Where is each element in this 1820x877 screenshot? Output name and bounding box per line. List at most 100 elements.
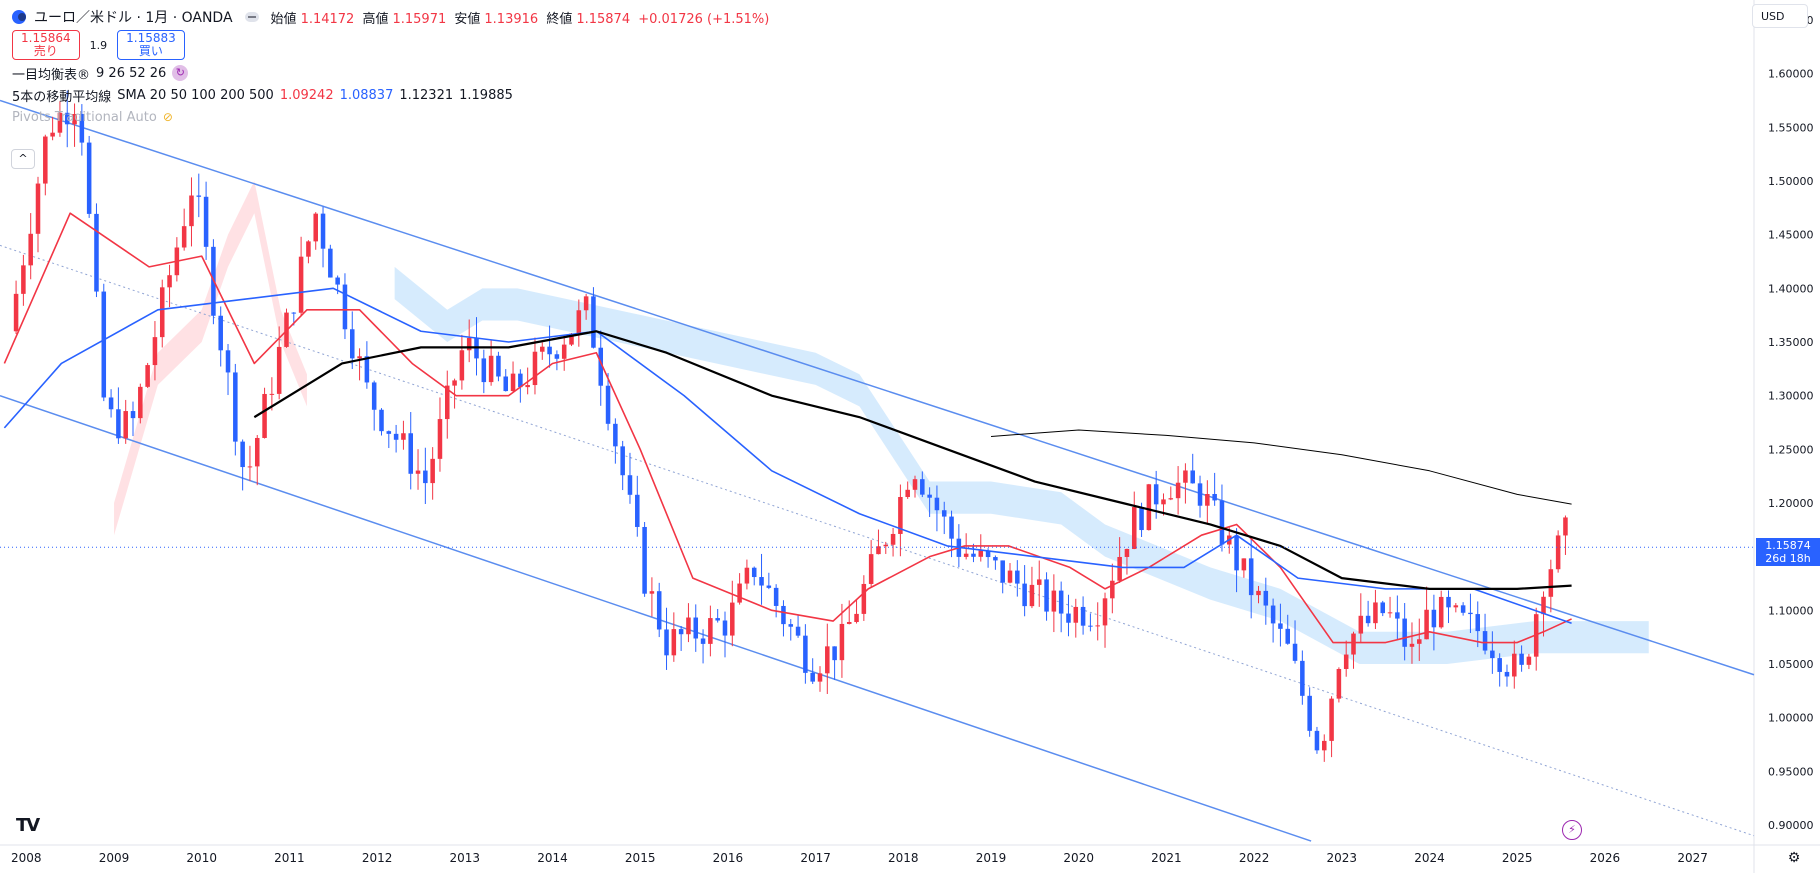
candle-body [123,411,128,439]
candle-body [993,557,998,561]
candle-body [1234,535,1239,571]
candle-body [1256,590,1261,596]
buy-button[interactable]: 1.15883 買い [117,30,185,60]
candle-body [1446,596,1451,608]
buy-price: 1.15883 [126,31,176,45]
candle-body [620,446,625,476]
sma20-line [3,212,1572,644]
candle-body [43,136,48,184]
candle-body [1088,625,1093,627]
candle-body [1548,569,1554,597]
candle-body [262,393,267,438]
candle-body [415,470,421,474]
x-tick-label: 2012 [362,851,393,865]
candle-body [569,333,574,345]
sma-label: 5本の移動平均線 [12,89,112,105]
tradingview-logo[interactable]: TV [16,815,40,836]
trade-row: 1.15864 売り 1.9 1.15883 買い [12,28,773,62]
candle-body [1329,698,1334,741]
candle-body [788,624,794,627]
symbol-title[interactable]: ユーロ／米ドル · 1月 · OANDA [34,10,233,26]
candle-body [1205,494,1210,506]
sma50-value: 1.08837 [339,87,394,103]
pivots-row[interactable]: Pivots Traditional Auto ⊘ [12,106,773,128]
currency-selector[interactable]: USD [1752,4,1808,28]
candle-body [35,183,41,234]
candle-body [379,409,384,432]
candle-body [1095,625,1100,627]
candle-body [561,344,567,359]
y-tick-label: 1.35000 [1768,336,1814,349]
candle-body [1029,584,1035,607]
candle-body [1197,483,1203,506]
sma200-value: 1.19885 [459,87,513,103]
flash-icon[interactable]: ⚡ [1562,820,1582,840]
candle-body [335,277,340,285]
x-tick-label: 2010 [186,851,217,865]
ichimoku-row[interactable]: 一目均衡表® 9 26 52 26 ↻ [12,62,773,84]
sma100-value: 1.12321 [399,87,454,103]
candle-body [1555,535,1561,570]
collapse-legend-button[interactable]: ^ [11,149,35,169]
candle-body [795,626,801,636]
candle-body [1073,606,1079,623]
candle-body [116,409,121,439]
candle-body [642,526,647,594]
candle-body [269,393,275,395]
candle-body [401,433,406,440]
settings-gear-icon[interactable]: ⚙ [1787,850,1801,866]
x-tick-label: 2009 [99,851,130,865]
x-tick-label: 2024 [1414,851,1445,865]
candle-body [635,494,640,527]
candle-body [481,358,487,383]
candle-body [1351,633,1356,655]
x-tick-label: 2015 [625,851,656,865]
candle-body [817,673,823,682]
candle-body [547,346,552,355]
refresh-icon[interactable]: ↻ [172,65,189,81]
candle-body [437,419,443,459]
change-value: +0.01726 (+1.51%) [638,11,770,27]
y-tick-label: 1.25000 [1768,443,1814,456]
candle-body [328,248,333,278]
candle-body [1373,602,1378,624]
candle-body [810,672,815,682]
sell-button[interactable]: 1.15864 売り [12,30,80,60]
high-value: 1.15971 [392,11,447,27]
candle-body [1387,612,1393,614]
x-tick-label: 2014 [537,851,568,865]
candle-body [722,620,728,636]
candle-body [730,602,735,636]
x-tick-label: 2017 [800,851,831,865]
candle-body [181,226,187,248]
y-tick-label: 1.60000 [1768,68,1814,81]
candle-body [1051,590,1057,612]
hidden-eye-icon[interactable]: ⊘ [162,110,173,124]
candle-body [1212,494,1217,501]
x-tick-label: 2021 [1151,851,1182,865]
candle-body [898,497,903,534]
candle-body [883,544,889,547]
candle-body [1131,507,1137,549]
candle-body [861,583,867,614]
sma50-line [3,287,1572,624]
candle-body [540,346,545,352]
candle-body [130,411,136,419]
candle-body [773,587,779,606]
sma-row[interactable]: 5本の移動平均線 SMA 20 50 100 200 500 1.09242 1… [12,84,773,106]
candle-body [941,510,947,517]
chart-legend: ユーロ／米ドル · 1月 · OANDA 始値 1.14172 高値 1.15971… [12,6,773,128]
candle-body [737,583,742,603]
candle-body [963,553,969,557]
candle-body [591,296,596,348]
market-status-icon[interactable] [244,12,259,22]
candle-body [1307,695,1312,731]
candle-body [342,284,348,330]
candle-body [496,355,501,377]
candle-body [1431,609,1437,628]
candle-body [1358,615,1364,634]
candle-body [1000,560,1005,583]
ohlc-values: 始値 1.14172 高値 1.15971 安値 1.13916 終値 1.15874 … [271,8,774,27]
